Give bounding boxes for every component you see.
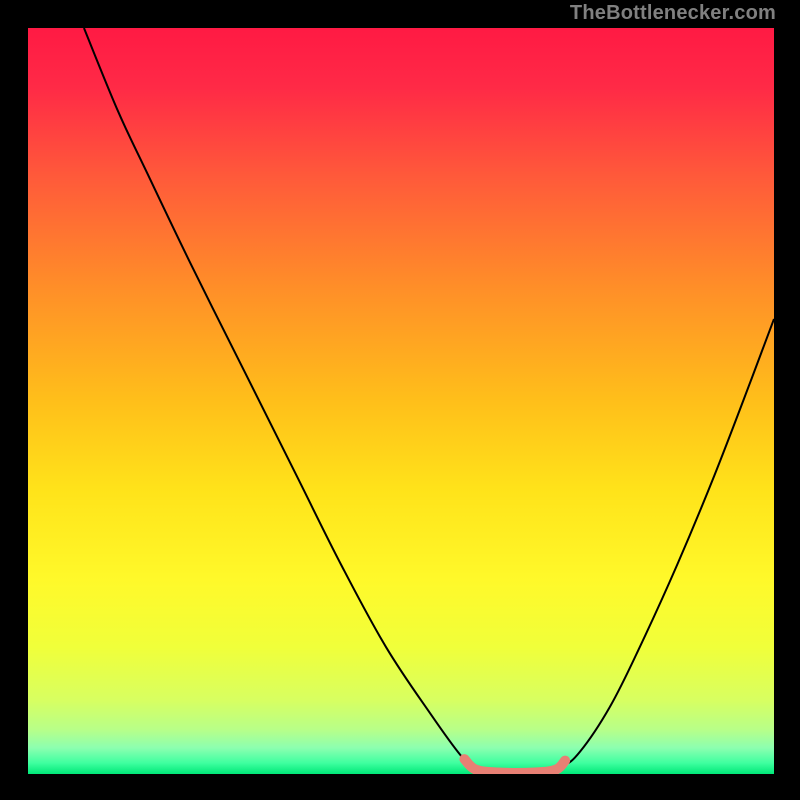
watermark-text: TheBottlenecker.com (570, 2, 776, 25)
plot-background (28, 28, 774, 774)
chart-container: TheBottlenecker.com (0, 0, 800, 800)
chart-svg (28, 28, 774, 774)
plot-area (28, 28, 774, 774)
